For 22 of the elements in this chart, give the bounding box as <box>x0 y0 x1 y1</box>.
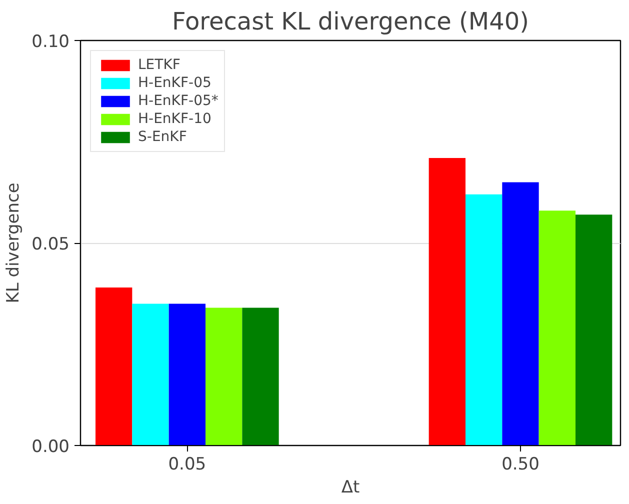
legend-label: H-EnKF-10 <box>138 111 212 127</box>
x-tick-label: 0.50 <box>502 454 540 474</box>
chart-title: Forecast KL divergence (M40) <box>172 8 530 36</box>
bar <box>538 210 576 446</box>
bar <box>242 308 279 446</box>
bar <box>132 304 169 446</box>
legend-label: S-EnKF <box>138 129 187 145</box>
legend-label: H-EnKF-05* <box>138 93 218 109</box>
y-tick-label: 0.05 <box>32 234 70 254</box>
bar <box>576 214 612 446</box>
bar <box>428 158 466 446</box>
legend-label: H-EnKF-05 <box>138 75 212 91</box>
x-axis-title: Δt <box>341 478 360 498</box>
y-tick-label: 0.00 <box>32 437 70 457</box>
legend-label: LETKF <box>138 57 180 73</box>
bar <box>206 308 242 446</box>
bar <box>502 182 539 446</box>
bar <box>168 304 206 446</box>
bar <box>96 288 132 446</box>
y-tick-label: 0.10 <box>32 32 70 52</box>
bar <box>466 194 502 446</box>
y-axis-title: KL divergence <box>4 182 24 304</box>
